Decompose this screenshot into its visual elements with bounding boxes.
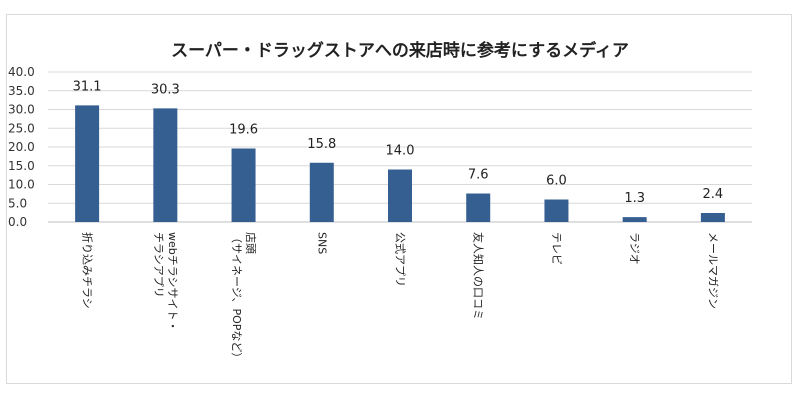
- category-label: 折り込みチラシ: [81, 232, 95, 309]
- bars: [75, 105, 725, 222]
- y-axis-ticks: 0.0 5.0 10.0 15.0 20.0 25.0 30.0 35.0 40.0: [8, 65, 35, 229]
- y-tick-label: 15.0: [8, 159, 35, 173]
- data-label: 19.6: [229, 123, 258, 138]
- category-label: ラジオ: [628, 232, 641, 265]
- data-labels: 31.1 30.3 19.6 15.8 14.0 7.6 6.0 1.3 2.4: [73, 79, 724, 206]
- data-label: 6.0: [546, 174, 567, 189]
- data-label: 31.1: [73, 79, 102, 94]
- bar: [231, 148, 256, 222]
- data-label: 1.3: [624, 191, 645, 206]
- data-label: 30.3: [151, 82, 180, 97]
- category-labels: 折り込みチラシ webチラシサイト・チラシアプリ 店頭（サイネージ、POPなど） SN…: [81, 232, 720, 363]
- category-label: メールマガジン: [706, 232, 719, 309]
- category-label: テレビ: [550, 232, 563, 265]
- bar: [75, 105, 100, 222]
- y-tick-label: 25.0: [8, 121, 35, 135]
- data-label: 15.8: [307, 137, 336, 152]
- bar: [309, 162, 334, 222]
- y-tick-label: 10.0: [8, 178, 35, 192]
- chart-title: スーパー・ドラッグストアへの来店時に参考にするメディア: [171, 40, 629, 61]
- data-label: 14.0: [386, 144, 415, 159]
- bar: [544, 199, 569, 222]
- category-label: 公式アプリ: [394, 232, 407, 287]
- bar: [700, 213, 725, 222]
- bar: [388, 169, 412, 222]
- y-tick-label: 30.0: [8, 103, 35, 117]
- category-label: 友人知人の口コミ: [472, 232, 486, 320]
- bar: [622, 217, 647, 222]
- data-label: 2.4: [703, 187, 724, 202]
- category-label: SNS: [315, 232, 328, 254]
- category-label: チラシアプリ: [152, 232, 165, 298]
- bar: [466, 193, 491, 222]
- y-tick-label: 35.0: [8, 84, 35, 98]
- data-label: 7.6: [468, 168, 489, 183]
- y-tick-label: 20.0: [8, 140, 35, 154]
- y-tick-label: 40.0: [8, 65, 35, 79]
- category-label: webチラシサイト・: [166, 232, 179, 332]
- category-label: （サイネージ、POPなど）: [230, 232, 243, 363]
- y-tick-label: 0.0: [8, 215, 27, 229]
- y-tick-label: 5.0: [8, 196, 27, 210]
- bar: [153, 108, 178, 222]
- category-label: 店頭: [244, 232, 258, 254]
